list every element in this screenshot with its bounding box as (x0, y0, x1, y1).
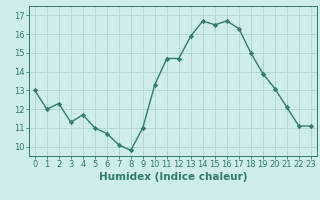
X-axis label: Humidex (Indice chaleur): Humidex (Indice chaleur) (99, 172, 247, 182)
